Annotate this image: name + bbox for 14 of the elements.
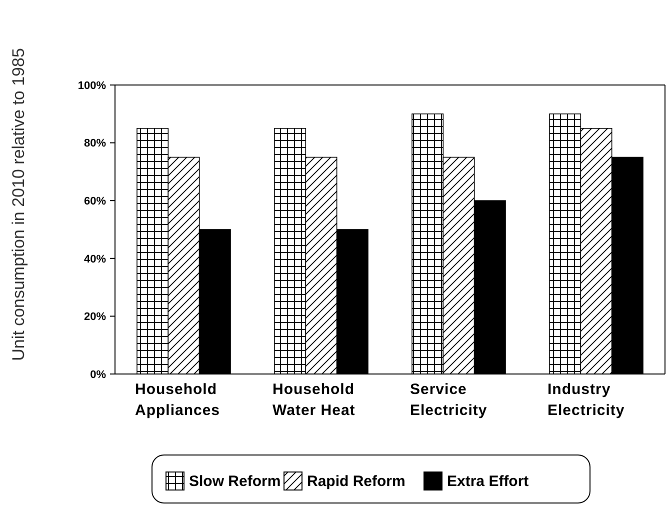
y-tick-label: 80% bbox=[84, 138, 106, 150]
legend-label: Rapid Reform bbox=[307, 473, 406, 490]
x-tick-label: Service Electricity bbox=[410, 381, 488, 419]
legend-label: Extra Effort bbox=[447, 473, 529, 490]
x-tick-label: Household Appliances bbox=[135, 381, 220, 419]
y-tick-label: 0% bbox=[90, 368, 106, 381]
y-tick-label: 20% bbox=[84, 311, 106, 324]
x-tick-label: Industry Electricity bbox=[548, 381, 625, 419]
y-axis-title: Unit consumption in 2010 relative to 1985 bbox=[9, 48, 28, 361]
legend-label: Slow Reform bbox=[189, 473, 281, 490]
y-tick-label: 40% bbox=[84, 253, 106, 266]
x-tick-label: Household Water Heat bbox=[272, 381, 356, 419]
y-tick-label: 100% bbox=[78, 80, 106, 92]
y-tick-label: 60% bbox=[84, 195, 106, 208]
